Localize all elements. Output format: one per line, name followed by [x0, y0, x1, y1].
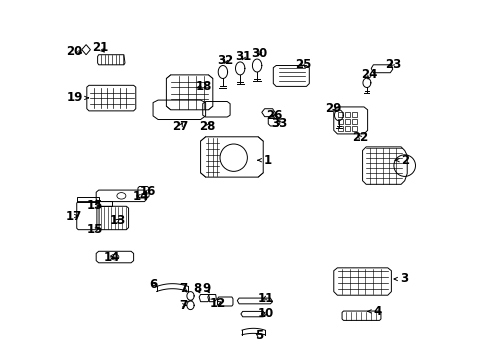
Text: 23: 23 [384, 58, 400, 71]
Text: 20: 20 [66, 45, 82, 58]
Bar [351, 112, 356, 117]
Bar [344, 119, 349, 124]
Text: 1: 1 [258, 154, 271, 167]
Text: 24: 24 [361, 68, 377, 81]
Text: 21: 21 [91, 41, 108, 54]
Bar [337, 112, 342, 117]
Bar [351, 126, 356, 131]
Text: 28: 28 [199, 120, 216, 133]
Text: 6: 6 [149, 278, 158, 291]
Text: 13: 13 [109, 214, 125, 227]
Text: 12: 12 [209, 297, 225, 310]
Text: 16: 16 [140, 185, 156, 198]
Text: 22: 22 [351, 131, 368, 144]
Bar [337, 119, 342, 124]
Text: 2: 2 [394, 154, 408, 167]
Bar [344, 112, 349, 117]
Text: 9: 9 [202, 282, 210, 295]
Bar [344, 126, 349, 131]
Text: 3: 3 [393, 273, 408, 285]
Text: 5: 5 [254, 329, 263, 342]
Bar [351, 119, 356, 124]
Text: 27: 27 [172, 120, 188, 133]
Text: 11: 11 [257, 292, 273, 305]
Text: 33: 33 [271, 117, 287, 130]
Text: 4: 4 [367, 305, 381, 318]
Text: 7: 7 [179, 299, 187, 312]
Bar [337, 126, 342, 131]
Text: 29: 29 [325, 102, 341, 114]
Text: 25: 25 [294, 58, 310, 71]
Text: 8: 8 [192, 282, 201, 295]
Text: 15: 15 [87, 223, 103, 236]
Text: 14: 14 [103, 251, 120, 264]
Text: 15: 15 [87, 199, 103, 212]
Text: 14: 14 [132, 190, 149, 203]
Text: 32: 32 [217, 54, 233, 67]
Text: 19: 19 [66, 91, 88, 104]
Text: 26: 26 [265, 109, 282, 122]
Text: 18: 18 [196, 80, 212, 93]
Text: 30: 30 [251, 47, 267, 60]
Text: 17: 17 [65, 210, 81, 222]
Text: 31: 31 [235, 50, 251, 63]
Text: 10: 10 [257, 307, 273, 320]
Text: 7: 7 [179, 282, 187, 295]
